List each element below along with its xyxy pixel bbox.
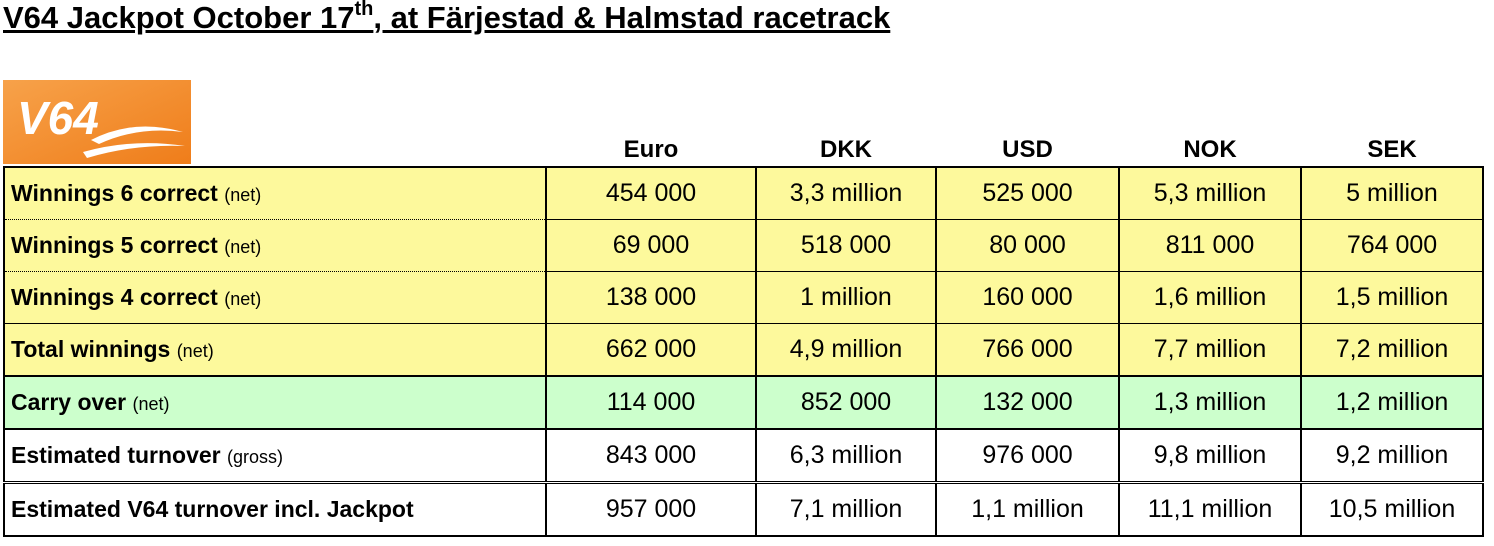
row-note: (net) bbox=[132, 394, 170, 414]
value-cell: 1,2 million bbox=[1300, 375, 1484, 429]
value-cell: 7,1 million bbox=[755, 481, 937, 537]
row-note: (net) bbox=[224, 185, 262, 205]
table-body: Winnings 6 correct (net) 454 000 3,3 milli… bbox=[3, 166, 1484, 537]
row-label-cell: Total winnings (net) bbox=[3, 323, 547, 376]
column-header: Euro bbox=[623, 136, 679, 163]
value-cell: 843 000 bbox=[545, 428, 757, 483]
page-title: V64 Jackpot October 17th, at Färjestad &… bbox=[3, 0, 890, 36]
logo-swoosh bbox=[83, 143, 185, 158]
value-cell: 1 million bbox=[755, 271, 937, 324]
value-cell: 7,7 million bbox=[1118, 323, 1302, 376]
row-label: Estimated V64 turnover incl. Jackpot bbox=[11, 496, 414, 522]
value-cell: 9,2 million bbox=[1300, 428, 1484, 483]
title-superscript: th bbox=[354, 0, 374, 20]
value-cell: 160 000 bbox=[935, 271, 1120, 324]
value-cell: 1,1 million bbox=[935, 481, 1120, 537]
table-row: Estimated turnover (gross) 843 000 6,3 mil… bbox=[3, 428, 1484, 483]
header-row: Euro DKK USD NOK SEK bbox=[4, 130, 1483, 167]
value-cell: 9,8 million bbox=[1118, 428, 1302, 483]
value-cell: 957 000 bbox=[545, 481, 757, 537]
row-note: (net) bbox=[224, 237, 262, 257]
value-cell: 6,3 million bbox=[755, 428, 937, 483]
row-label-cell: Estimated turnover (gross) bbox=[3, 428, 547, 483]
logo: V64 bbox=[3, 80, 191, 164]
logo-swoosh bbox=[91, 126, 183, 144]
row-label-cell: Winnings 6 correct (net) bbox=[3, 166, 547, 220]
row-label-cell: Winnings 5 correct (net) bbox=[3, 219, 547, 272]
value-cell: 11,1 million bbox=[1118, 481, 1302, 537]
value-cell: 1,3 million bbox=[1118, 375, 1302, 429]
value-cell: 80 000 bbox=[935, 219, 1120, 272]
row-note: (net) bbox=[176, 341, 214, 361]
row-label: Winnings 4 correct bbox=[11, 284, 218, 310]
row-label: Total winnings bbox=[11, 336, 171, 362]
title-rest: , at Färjestad & Halmstad racetrack bbox=[373, 0, 891, 35]
value-cell: 852 000 bbox=[755, 375, 937, 429]
value-cell: 114 000 bbox=[545, 375, 757, 429]
value-cell: 69 000 bbox=[545, 219, 757, 272]
jackpot-table: Euro DKK USD NOK SEK Winnings 6 correct (net… bbox=[3, 130, 1484, 537]
table-row: Winnings 4 correct (net) 138 000 1 million… bbox=[3, 271, 1484, 324]
value-cell: 4,9 million bbox=[755, 323, 937, 376]
table-row: Total winnings (net) 662 000 4,9 million 76… bbox=[3, 323, 1484, 376]
value-cell: 662 000 bbox=[545, 323, 757, 376]
value-cell: 454 000 bbox=[545, 166, 757, 220]
row-label-cell: Estimated V64 turnover incl. Jackpot bbox=[3, 481, 547, 537]
value-cell: 5 million bbox=[1300, 166, 1484, 220]
column-header: NOK bbox=[1183, 136, 1237, 163]
row-label-cell: Winnings 4 correct (net) bbox=[3, 271, 547, 324]
logo-text: V64 bbox=[17, 92, 99, 144]
value-cell: 1,6 million bbox=[1118, 271, 1302, 324]
value-cell: 766 000 bbox=[935, 323, 1120, 376]
value-cell: 5,3 million bbox=[1118, 166, 1302, 220]
row-label: Carry over bbox=[11, 389, 127, 415]
table-row: Carry over (net) 114 000 852 000 132 000 1,3… bbox=[3, 375, 1484, 429]
value-cell: 132 000 bbox=[935, 375, 1120, 429]
table-row: Estimated V64 turnover incl. Jackpot 957 … bbox=[3, 481, 1484, 537]
value-cell: 138 000 bbox=[545, 271, 757, 324]
value-cell: 7,2 million bbox=[1300, 323, 1484, 376]
row-note: (net) bbox=[224, 289, 262, 309]
value-cell: 3,3 million bbox=[755, 166, 937, 220]
row-label: Winnings 6 correct bbox=[11, 180, 218, 206]
column-header: DKK bbox=[820, 136, 872, 163]
column-header: SEK bbox=[1367, 136, 1417, 163]
row-label: Winnings 5 correct bbox=[11, 232, 218, 258]
value-cell: 764 000 bbox=[1300, 219, 1484, 272]
value-cell: 525 000 bbox=[935, 166, 1120, 220]
column-header: USD bbox=[1002, 136, 1053, 163]
value-cell: 10,5 million bbox=[1300, 481, 1484, 537]
value-cell: 811 000 bbox=[1118, 219, 1302, 272]
row-label: Estimated turnover bbox=[11, 442, 221, 468]
table-row: Winnings 6 correct (net) 454 000 3,3 milli… bbox=[3, 166, 1484, 220]
value-cell: 518 000 bbox=[755, 219, 937, 272]
logo-cell bbox=[4, 130, 546, 167]
title-main: V64 Jackpot October 17 bbox=[3, 0, 355, 35]
value-cell: 1,5 million bbox=[1300, 271, 1484, 324]
row-label-cell: Carry over (net) bbox=[3, 375, 547, 429]
value-cell: 976 000 bbox=[935, 428, 1120, 483]
table-row: Winnings 5 correct (net) 69 000 518 000 80 … bbox=[3, 219, 1484, 272]
row-note: (gross) bbox=[227, 447, 284, 467]
